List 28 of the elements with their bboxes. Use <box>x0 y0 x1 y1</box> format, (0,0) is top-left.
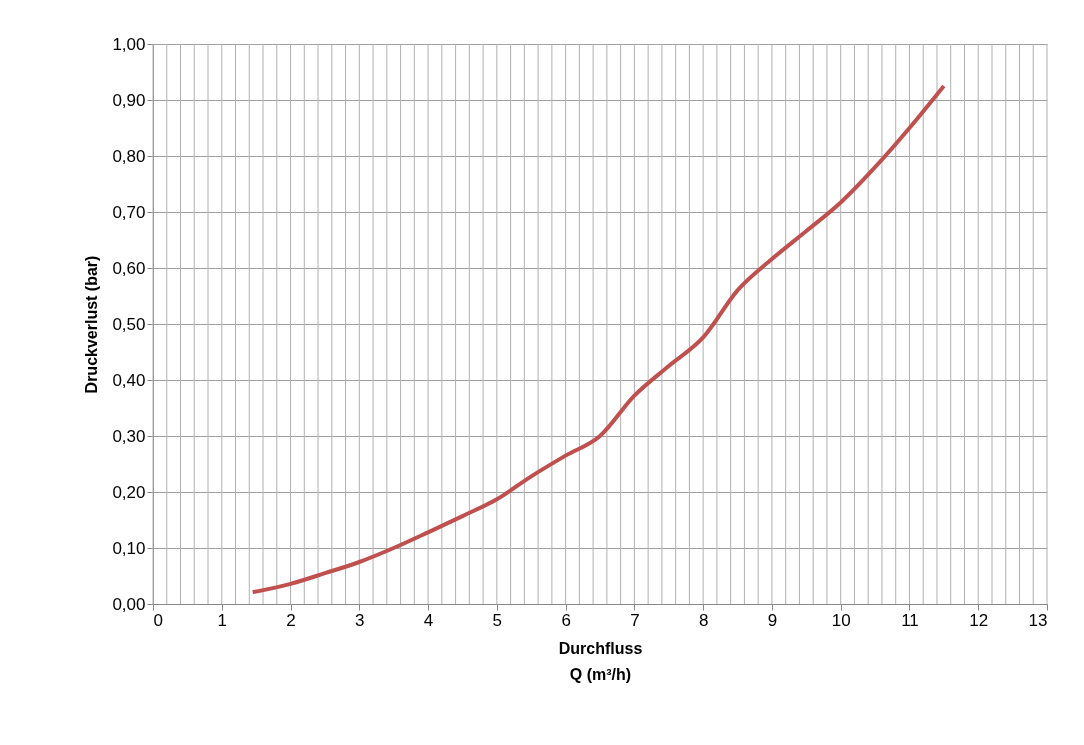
y-tick-label: 0,10 <box>112 538 146 558</box>
x-tick-label: 10 <box>831 610 851 630</box>
x-tick-label: 5 <box>492 610 503 630</box>
y-tick-label: 0,60 <box>112 258 146 278</box>
x-axis-title: Durchfluss Q (m³/h) <box>558 639 643 683</box>
x-tick-label: 8 <box>698 610 709 630</box>
x-tick-label: 1 <box>217 610 227 630</box>
y-tick-label: 0,30 <box>112 426 146 446</box>
x-tick-label: 9 <box>767 610 778 630</box>
y-tick-label: 0,50 <box>112 314 146 334</box>
x-tick-label: 2 <box>286 610 296 630</box>
y-axis-title: Druckverlust (bar) <box>83 255 101 394</box>
x-tick-label: 3 <box>355 610 365 630</box>
y-tick-label: 0,90 <box>112 90 146 110</box>
y-tick-label: 1,00 <box>112 34 146 54</box>
y-tick-label: 0,40 <box>112 370 146 390</box>
y-tick-label: 0,80 <box>112 146 146 166</box>
y-tick-label: 0,70 <box>112 202 146 222</box>
x-tick-label: 6 <box>561 610 571 630</box>
y-tick-label: 0,20 <box>112 482 146 502</box>
line-series <box>250 84 946 595</box>
x-tick-label: 4 <box>423 610 434 630</box>
x-tick-label: 11 <box>901 610 919 630</box>
x-tick-label: 13 <box>1028 610 1048 630</box>
x-tick-label: 12 <box>969 610 989 630</box>
y-tick-label: 0,00 <box>112 594 146 614</box>
x-tick-label: 0 <box>153 610 163 630</box>
x-tick-label: 7 <box>630 610 640 630</box>
